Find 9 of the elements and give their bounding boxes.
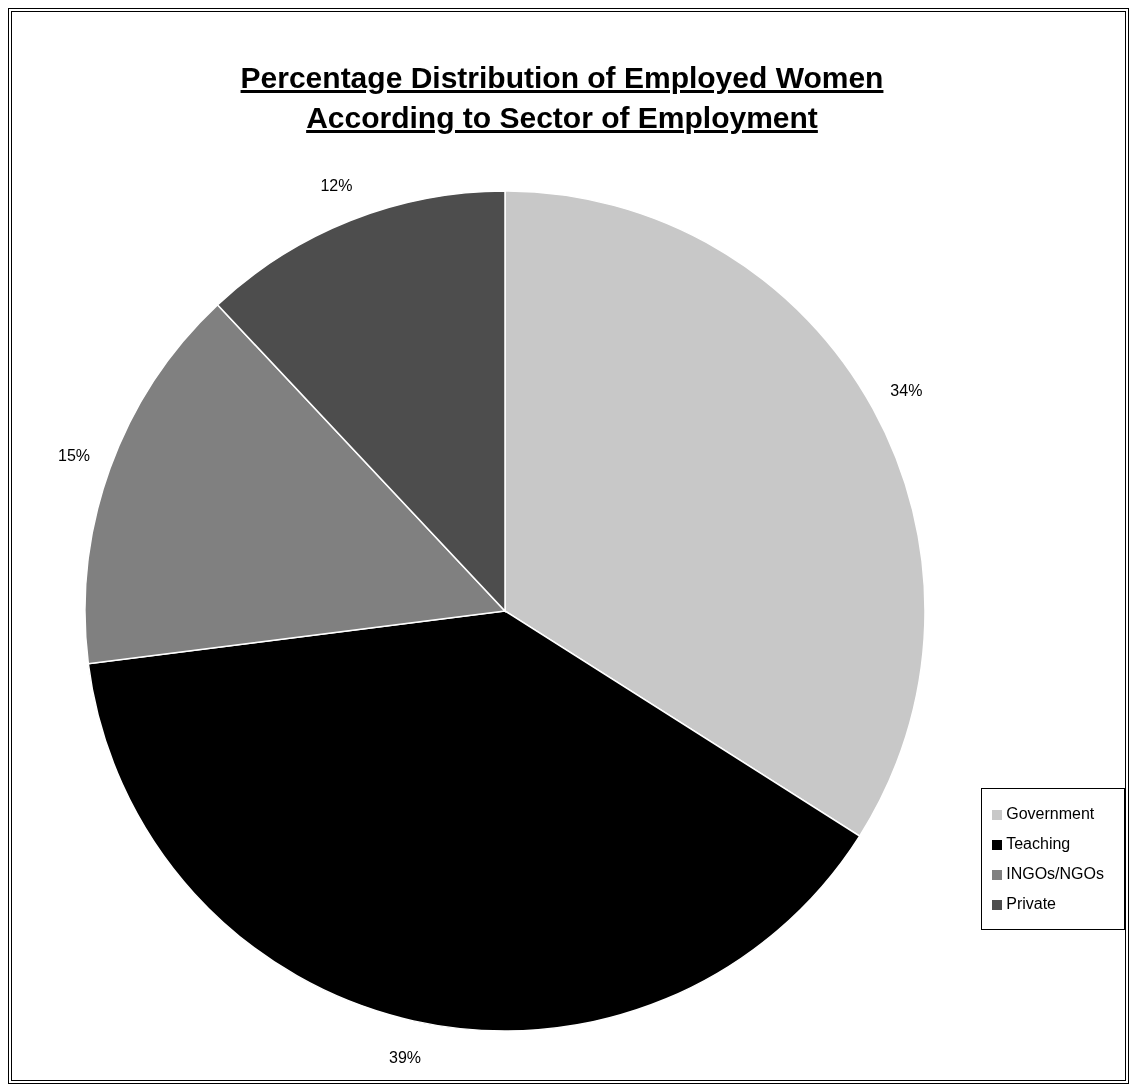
- data-label: 39%: [389, 1049, 422, 1067]
- legend-label: Private: [1006, 895, 1057, 912]
- chart-title: Percentage Distribution of Employed Women According to Sector of Employment: [239, 60, 885, 136]
- legend-label: Government: [1006, 805, 1095, 822]
- legend-label: Teaching: [1006, 835, 1071, 852]
- data-label: 12%: [320, 176, 353, 194]
- data-label: 34%: [890, 381, 923, 399]
- data-label: 15%: [58, 447, 91, 465]
- legend-label: INGOs/NGOs: [1006, 865, 1104, 882]
